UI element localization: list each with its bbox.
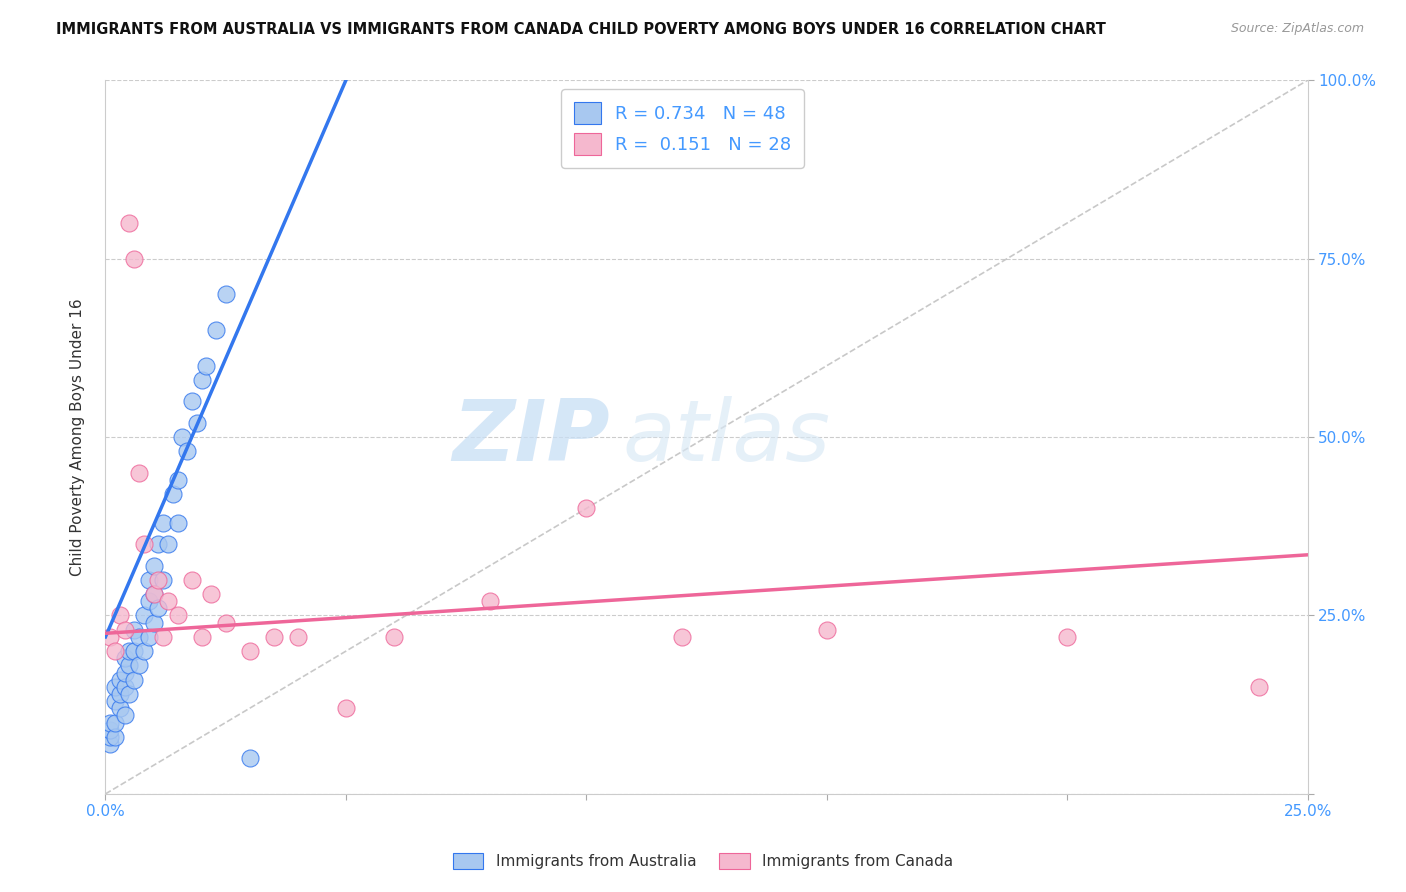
Point [181, 394, 204, 409]
Point [132, 608, 155, 623]
Point [142, 615, 165, 630]
Point [335, 701, 357, 715]
Point [138, 630, 160, 644]
Point [118, 216, 141, 230]
Point [1056, 630, 1078, 644]
Point [128, 658, 150, 673]
Point [128, 466, 150, 480]
Point [98, 630, 121, 644]
Point [239, 751, 262, 765]
Point [98, 723, 121, 737]
Point [156, 537, 179, 551]
Point [148, 537, 170, 551]
Point [176, 444, 198, 458]
Point [186, 416, 208, 430]
Point [205, 323, 228, 337]
Point [148, 573, 170, 587]
Point [815, 623, 838, 637]
Point [152, 573, 174, 587]
Point [132, 644, 155, 658]
Point [263, 630, 285, 644]
Point [118, 644, 141, 658]
Point [382, 630, 405, 644]
Point [114, 623, 136, 637]
Point [118, 687, 141, 701]
Point [172, 430, 194, 444]
Point [162, 487, 184, 501]
Point [114, 665, 136, 680]
Point [108, 701, 131, 715]
Y-axis label: Child Poverty Among Boys Under 16: Child Poverty Among Boys Under 16 [70, 298, 84, 576]
Point [166, 516, 188, 530]
Point [108, 673, 131, 687]
Point [128, 630, 150, 644]
Point [479, 594, 502, 608]
Point [152, 630, 174, 644]
Point [142, 558, 165, 573]
Point [152, 516, 174, 530]
Text: ZIP: ZIP [453, 395, 610, 479]
Point [671, 630, 693, 644]
Point [118, 658, 141, 673]
Point [104, 694, 127, 708]
Point [138, 594, 160, 608]
Text: atlas: atlas [623, 395, 831, 479]
Point [156, 594, 179, 608]
Point [195, 359, 218, 373]
Point [138, 573, 160, 587]
Point [148, 601, 170, 615]
Point [132, 537, 155, 551]
Point [142, 587, 165, 601]
Point [190, 373, 212, 387]
Point [108, 608, 131, 623]
Point [214, 615, 236, 630]
Point [166, 608, 188, 623]
Point [98, 730, 121, 744]
Point [108, 687, 131, 701]
Point [1249, 680, 1271, 694]
Legend: Immigrants from Australia, Immigrants from Canada: Immigrants from Australia, Immigrants fr… [447, 847, 959, 875]
Point [114, 680, 136, 694]
Point [104, 730, 127, 744]
Point [200, 587, 222, 601]
Point [124, 623, 146, 637]
Point [104, 644, 127, 658]
Text: Source: ZipAtlas.com: Source: ZipAtlas.com [1230, 22, 1364, 36]
Point [166, 473, 188, 487]
Point [124, 252, 146, 266]
Point [214, 287, 236, 301]
Point [181, 573, 204, 587]
Point [114, 708, 136, 723]
Point [104, 680, 127, 694]
Point [124, 673, 146, 687]
Point [575, 501, 598, 516]
Legend: R = 0.734   N = 48, R =  0.151   N = 28: R = 0.734 N = 48, R = 0.151 N = 28 [561, 89, 804, 168]
Point [239, 644, 262, 658]
Point [114, 651, 136, 665]
Point [98, 737, 121, 751]
Point [104, 715, 127, 730]
Point [98, 715, 121, 730]
Text: IMMIGRANTS FROM AUSTRALIA VS IMMIGRANTS FROM CANADA CHILD POVERTY AMONG BOYS UND: IMMIGRANTS FROM AUSTRALIA VS IMMIGRANTS … [56, 22, 1107, 37]
Point [124, 644, 146, 658]
Point [142, 587, 165, 601]
Point [190, 630, 212, 644]
Point [287, 630, 309, 644]
